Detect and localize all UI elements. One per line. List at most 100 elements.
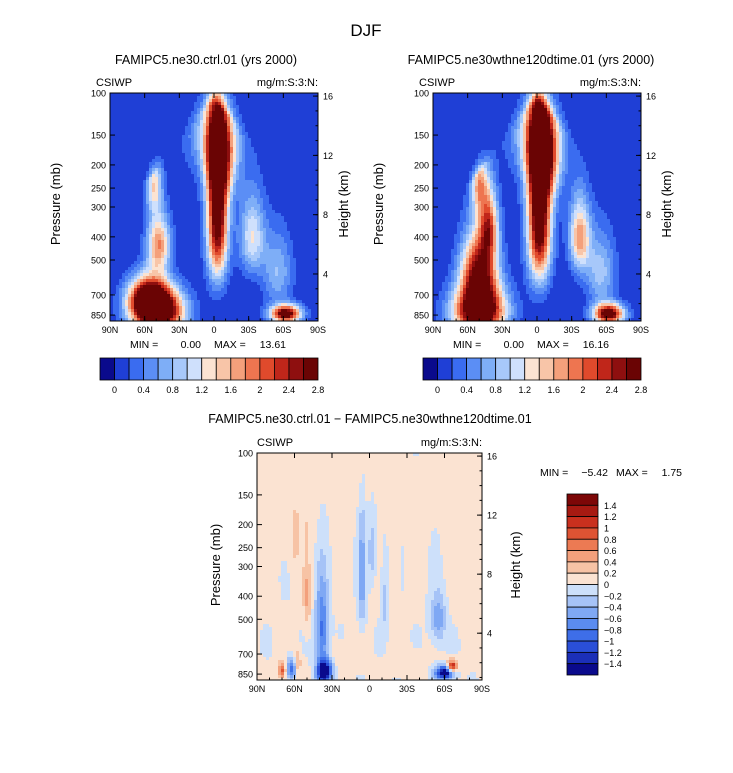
- heatmap-cell: [149, 153, 152, 156]
- heatmap-cell: [254, 150, 257, 153]
- heatmap-cell: [113, 222, 116, 225]
- heatmap-cell: [203, 165, 206, 168]
- heatmap-cell: [158, 126, 161, 129]
- heatmap-cell: [173, 147, 176, 150]
- heatmap-cell: [263, 162, 266, 165]
- heatmap-cell: [185, 222, 188, 225]
- heatmap-cell: [158, 135, 161, 138]
- heatmap-cell: [200, 240, 203, 243]
- heatmap-cell: [161, 183, 164, 186]
- heatmap-cell: [254, 246, 257, 249]
- heatmap-cell: [305, 105, 308, 108]
- heatmap-cell: [224, 207, 227, 210]
- heatmap-cell: [197, 120, 200, 123]
- heatmap-cell: [311, 231, 314, 234]
- heatmap-cell: [173, 111, 176, 114]
- heatmap-cell: [131, 114, 134, 117]
- heatmap-cell: [293, 126, 296, 129]
- heatmap-cell: [227, 120, 230, 123]
- heatmap-cell: [125, 129, 128, 132]
- heatmap-cell: [296, 111, 299, 114]
- heatmap-cell: [170, 153, 173, 156]
- heatmap-cell: [206, 126, 209, 129]
- heatmap-cell: [242, 129, 245, 132]
- heatmap-cell: [215, 186, 218, 189]
- heatmap-cell: [218, 189, 221, 192]
- heatmap-cell: [161, 108, 164, 111]
- heatmap-cell: [206, 216, 209, 219]
- heatmap-cell: [164, 246, 167, 249]
- heatmap-cell: [203, 132, 206, 135]
- page-title: DJF: [350, 21, 381, 40]
- heatmap-cell: [134, 234, 137, 237]
- heatmap-cell: [170, 147, 173, 150]
- heatmap-cell: [227, 135, 230, 138]
- heatmap-cell: [155, 180, 158, 183]
- heatmap-cell: [266, 111, 269, 114]
- heatmap-cell: [263, 210, 266, 213]
- heatmap-cell: [158, 213, 161, 216]
- heatmap-cell: [269, 234, 272, 237]
- heatmap-cell: [191, 147, 194, 150]
- heatmap-cell: [188, 180, 191, 183]
- heatmap-cell: [251, 198, 254, 201]
- heatmap-cell: [149, 126, 152, 129]
- heatmap-cell: [230, 213, 233, 216]
- heatmap-cell: [161, 123, 164, 126]
- heatmap-cell: [236, 231, 239, 234]
- heatmap-cell: [308, 186, 311, 189]
- heatmap-cell: [233, 165, 236, 168]
- heatmap-cell: [236, 237, 239, 240]
- heatmap-cell: [254, 126, 257, 129]
- heatmap-cell: [266, 147, 269, 150]
- heatmap-cell: [242, 114, 245, 117]
- heatmap-cell: [248, 162, 251, 165]
- units-label: mg/m:S:3:N:: [257, 77, 318, 89]
- heatmap-cell: [119, 132, 122, 135]
- heatmap-cell: [227, 171, 230, 174]
- heatmap-cell: [113, 189, 116, 192]
- heatmap-cell: [275, 105, 278, 108]
- heatmap-cell: [146, 171, 149, 174]
- heatmap-cell: [281, 237, 284, 240]
- heatmap-cell: [302, 120, 305, 123]
- heatmap-cell: [311, 105, 314, 108]
- heatmap-cell: [203, 114, 206, 117]
- heatmap-cell: [272, 204, 275, 207]
- heatmap-cell: [275, 153, 278, 156]
- heatmap-cell: [281, 114, 284, 117]
- heatmap-cell: [194, 234, 197, 237]
- heatmap-cell: [242, 240, 245, 243]
- heatmap-cell: [188, 129, 191, 132]
- heatmap-cell: [254, 117, 257, 120]
- heatmap-cell: [167, 207, 170, 210]
- heatmap-cell: [128, 102, 131, 105]
- heatmap-cell: [269, 237, 272, 240]
- heatmap-cell: [194, 171, 197, 174]
- heatmap-cell: [242, 225, 245, 228]
- heatmap-cell: [155, 192, 158, 195]
- heatmap-cell: [215, 96, 218, 99]
- heatmap-cell: [272, 105, 275, 108]
- heatmap-cell: [182, 210, 185, 213]
- heatmap-cell: [116, 210, 119, 213]
- heatmap-cell: [308, 183, 311, 186]
- heatmap-cell: [161, 105, 164, 108]
- heatmap-cell: [275, 171, 278, 174]
- heatmap-cell: [155, 246, 158, 249]
- heatmap-cell: [281, 141, 284, 144]
- heatmap-cell: [311, 162, 314, 165]
- heatmap-cell: [155, 165, 158, 168]
- heatmap-cell: [233, 195, 236, 198]
- heatmap-cell: [194, 228, 197, 231]
- heatmap-cell: [314, 129, 317, 132]
- heatmap-cell: [221, 243, 224, 246]
- heatmap-cell: [194, 243, 197, 246]
- heatmap-cell: [296, 240, 299, 243]
- heatmap-cell: [305, 129, 308, 132]
- heatmap-cell: [266, 150, 269, 153]
- heatmap-cell: [185, 177, 188, 180]
- heatmap-cell: [164, 228, 167, 231]
- heatmap-cell: [140, 237, 143, 240]
- heatmap-cell: [275, 108, 278, 111]
